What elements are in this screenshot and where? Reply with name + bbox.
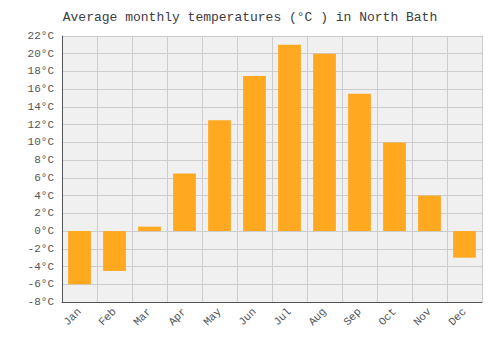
svg-text:Jan: Jan [61, 306, 83, 328]
svg-text:18°C: 18°C [28, 65, 55, 77]
svg-text:0°C: 0°C [34, 225, 54, 237]
svg-text:6°C: 6°C [34, 172, 54, 184]
svg-text:2°C: 2°C [34, 207, 54, 219]
svg-text:-4°C: -4°C [28, 261, 55, 273]
svg-text:-6°C: -6°C [28, 278, 55, 290]
svg-text:Average monthly temperatures (: Average monthly temperatures (°C ) in No… [63, 10, 437, 25]
svg-text:May: May [201, 305, 224, 328]
svg-text:Dec: Dec [446, 306, 468, 328]
svg-text:16°C: 16°C [28, 83, 55, 95]
svg-text:Mar: Mar [131, 306, 153, 328]
svg-text:-8°C: -8°C [28, 296, 55, 308]
svg-text:-2°C: -2°C [28, 243, 55, 255]
svg-text:Apr: Apr [166, 306, 188, 328]
svg-text:22°C: 22°C [28, 30, 55, 42]
svg-text:12°C: 12°C [28, 119, 55, 131]
svg-text:4°C: 4°C [34, 190, 54, 202]
svg-text:Feb: Feb [96, 306, 118, 328]
svg-text:Nov: Nov [411, 305, 434, 328]
svg-text:Jun: Jun [236, 306, 258, 328]
svg-text:10°C: 10°C [28, 136, 55, 148]
svg-text:14°C: 14°C [28, 101, 55, 113]
svg-text:Oct: Oct [376, 306, 398, 328]
svg-text:Aug: Aug [306, 306, 328, 328]
svg-text:8°C: 8°C [34, 154, 54, 166]
svg-text:Jul: Jul [271, 306, 293, 328]
svg-text:20°C: 20°C [28, 48, 55, 60]
svg-text:Sep: Sep [341, 306, 363, 328]
